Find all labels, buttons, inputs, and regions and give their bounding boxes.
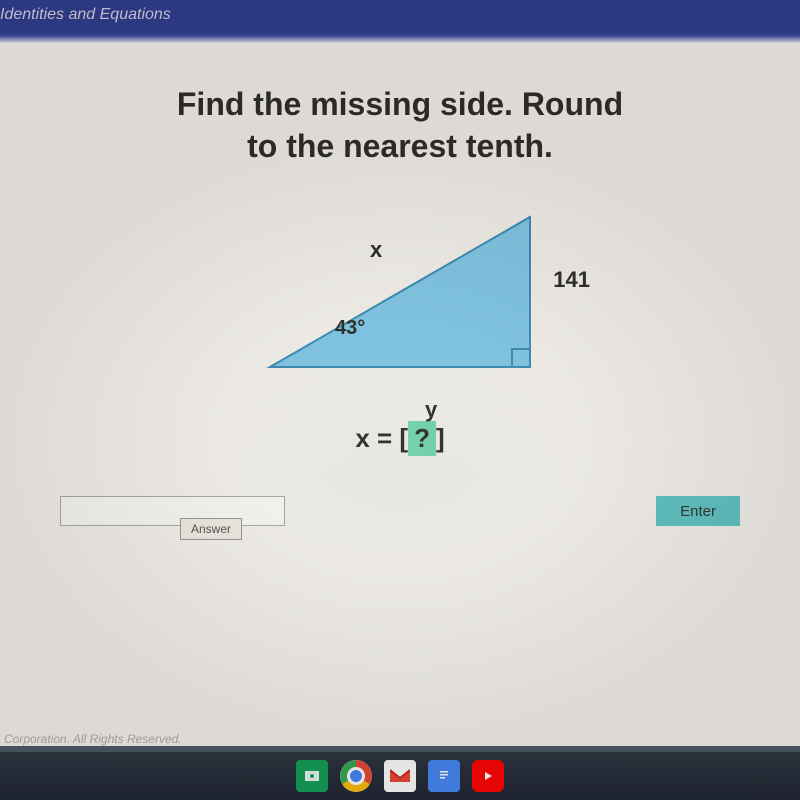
equation-prefix: x =	[355, 423, 399, 453]
docs-icon[interactable]	[428, 760, 460, 792]
equation-unknown[interactable]: ?	[408, 421, 436, 456]
problem-content: Find the missing side. Round to the near…	[0, 44, 800, 724]
question-line-2: to the nearest tenth.	[60, 126, 740, 168]
equation-row: x = [?]	[60, 421, 740, 456]
triangle-svg	[240, 197, 560, 397]
decorative-edge	[0, 32, 800, 44]
triangle-shape	[270, 217, 530, 367]
question-prompt: Find the missing side. Round to the near…	[60, 84, 740, 167]
base-label: y	[425, 397, 437, 423]
classroom-icon[interactable]	[296, 760, 328, 792]
gmail-icon[interactable]	[384, 760, 416, 792]
triangle-diagram: x 141 43° y	[240, 197, 560, 397]
question-line-1: Find the missing side. Round	[60, 84, 740, 126]
hypotenuse-label: x	[370, 237, 382, 263]
equation-bracket-right: ]	[436, 423, 445, 453]
youtube-icon[interactable]	[472, 760, 504, 792]
module-title: Identities and Equations	[0, 6, 171, 23]
answer-label: Answer	[180, 518, 242, 540]
taskbar	[0, 752, 800, 800]
enter-button[interactable]: Enter	[656, 496, 740, 526]
angle-label: 43°	[335, 317, 365, 340]
right-side-label: 141	[553, 267, 590, 293]
equation-bracket-left: [	[399, 423, 408, 453]
answer-input[interactable]	[60, 496, 285, 526]
answer-row: Answer Enter	[60, 496, 740, 526]
chrome-icon[interactable]	[340, 760, 372, 792]
module-header: Identities and Equations	[0, 0, 800, 32]
copyright-footer: Corporation. All Rights Reserved.	[0, 724, 800, 746]
